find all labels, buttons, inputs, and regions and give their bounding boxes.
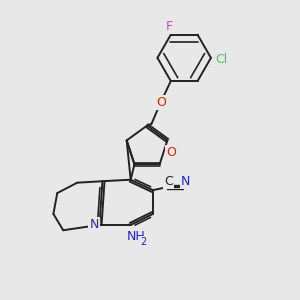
Text: N: N: [89, 218, 99, 231]
Text: NH: NH: [127, 230, 146, 243]
Text: O: O: [166, 146, 176, 159]
Text: C: C: [164, 175, 173, 188]
Text: O: O: [156, 96, 166, 109]
Text: N: N: [181, 175, 190, 188]
Text: 2: 2: [141, 236, 147, 247]
Text: F: F: [166, 20, 173, 33]
Text: Cl: Cl: [215, 53, 227, 66]
